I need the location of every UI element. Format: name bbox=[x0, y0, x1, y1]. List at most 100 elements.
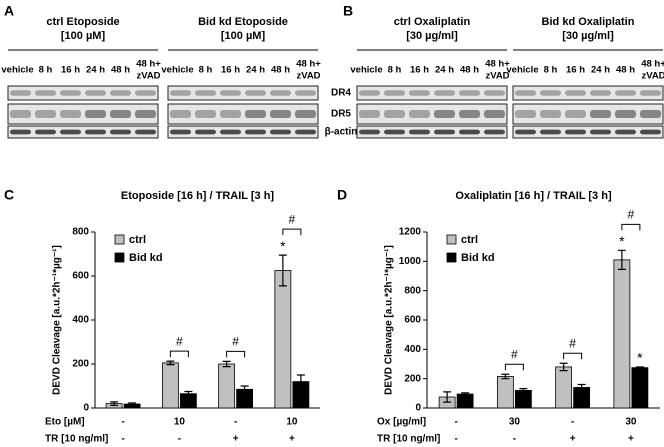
x-row-value: 10 bbox=[174, 417, 186, 428]
error-bar bbox=[461, 392, 470, 396]
blot-band bbox=[295, 90, 316, 96]
x-row-value: - bbox=[121, 417, 124, 428]
lane-label: vehicle bbox=[350, 65, 382, 76]
y-tick-label: 1200 bbox=[399, 227, 422, 238]
blot-band bbox=[270, 110, 291, 118]
error-bar bbox=[443, 391, 452, 403]
x-row-label: Eto [µM] bbox=[45, 417, 85, 428]
blot-band bbox=[459, 90, 480, 96]
blot-band bbox=[384, 110, 405, 118]
blot-strip bbox=[356, 103, 508, 125]
x-row-value: 10 bbox=[286, 417, 298, 428]
blot-band bbox=[60, 90, 81, 96]
x-row-value: + bbox=[289, 434, 295, 445]
panel-label: B bbox=[343, 3, 353, 19]
blot-band bbox=[484, 90, 505, 96]
blot-band bbox=[295, 129, 316, 135]
blot-band bbox=[60, 129, 81, 135]
legend-label: ctrl bbox=[129, 234, 146, 246]
error-bar bbox=[577, 383, 586, 391]
y-tick-label: 800 bbox=[72, 227, 89, 238]
error-bar bbox=[222, 360, 231, 368]
x-row-value: 30 bbox=[625, 417, 637, 428]
blot-band bbox=[270, 129, 291, 135]
blot-band bbox=[85, 110, 106, 118]
y-tick-label: 600 bbox=[72, 271, 89, 282]
bar bbox=[496, 376, 514, 409]
blot-band bbox=[110, 129, 131, 135]
blot-band bbox=[590, 90, 611, 96]
legend-swatch bbox=[446, 234, 457, 245]
x-row-value: - bbox=[513, 434, 516, 445]
blot-band bbox=[359, 129, 380, 135]
group-title: Bid kd Oxaliplatin bbox=[542, 16, 635, 28]
blot-band bbox=[484, 129, 505, 135]
legend-swatch bbox=[114, 252, 125, 263]
error-bar bbox=[166, 360, 175, 366]
significance-bracket bbox=[282, 228, 302, 236]
error-bar bbox=[240, 385, 249, 394]
lane-label: 8 h bbox=[388, 65, 402, 76]
y-tick-label: 600 bbox=[404, 315, 421, 326]
blot-band bbox=[220, 90, 241, 96]
x-row-value: + bbox=[233, 434, 239, 445]
blot-band bbox=[195, 129, 216, 135]
error-bar bbox=[501, 373, 510, 380]
error-bar bbox=[278, 254, 287, 287]
blot-band bbox=[245, 110, 266, 118]
blot-band bbox=[10, 90, 31, 96]
blot-band bbox=[60, 110, 81, 118]
blot-band bbox=[220, 110, 241, 118]
significance-star: * bbox=[619, 233, 625, 249]
error-bar bbox=[184, 390, 193, 397]
y-tick-label: 400 bbox=[404, 344, 421, 355]
group-title: ctrl Oxaliplatin bbox=[394, 16, 471, 28]
lane-label: 8 h bbox=[39, 65, 53, 76]
significance-bracket bbox=[504, 363, 524, 371]
blot-band bbox=[540, 110, 561, 118]
error-bar bbox=[110, 401, 119, 406]
blot-strip bbox=[512, 85, 664, 101]
error-bar bbox=[617, 249, 626, 270]
blot-band bbox=[295, 110, 316, 118]
y-tick-label: 400 bbox=[72, 315, 89, 326]
blot-band bbox=[459, 129, 480, 135]
blot-band bbox=[590, 110, 611, 118]
y-tick-label: 200 bbox=[72, 359, 89, 370]
blot-band bbox=[565, 90, 586, 96]
blot-band bbox=[640, 110, 661, 118]
blot-band bbox=[540, 129, 561, 135]
error-bar bbox=[635, 366, 644, 369]
blot-band bbox=[384, 129, 405, 135]
lane-label: 8 h bbox=[199, 65, 213, 76]
blot-band bbox=[615, 110, 636, 118]
bar bbox=[631, 367, 649, 409]
blot-band bbox=[245, 129, 266, 135]
x-row-value: + bbox=[628, 434, 634, 445]
blot-band bbox=[409, 90, 430, 96]
significance-bracket bbox=[621, 223, 641, 231]
bar bbox=[218, 363, 236, 409]
blot-strip bbox=[7, 125, 159, 139]
bar bbox=[161, 362, 179, 409]
lane-label: 48 h bbox=[271, 65, 290, 76]
significance-bracket bbox=[169, 350, 189, 358]
blot-strip bbox=[356, 85, 508, 101]
blot-band bbox=[245, 90, 266, 96]
blot-band bbox=[565, 110, 586, 118]
y-tick-label: 200 bbox=[404, 373, 421, 384]
bracket-label: # bbox=[511, 347, 518, 361]
significance-bracket bbox=[563, 352, 583, 360]
lane-label: 16 h bbox=[61, 65, 80, 76]
blot-band bbox=[484, 110, 505, 118]
blot-band bbox=[590, 129, 611, 135]
blot-band bbox=[35, 110, 56, 118]
blot-strip bbox=[167, 125, 319, 139]
blot-band bbox=[409, 110, 430, 118]
blot-strip bbox=[7, 103, 159, 125]
blot-band bbox=[640, 129, 661, 135]
blot-band bbox=[220, 129, 241, 135]
legend-label: Bid kd bbox=[129, 252, 163, 264]
blot-band bbox=[515, 110, 536, 118]
